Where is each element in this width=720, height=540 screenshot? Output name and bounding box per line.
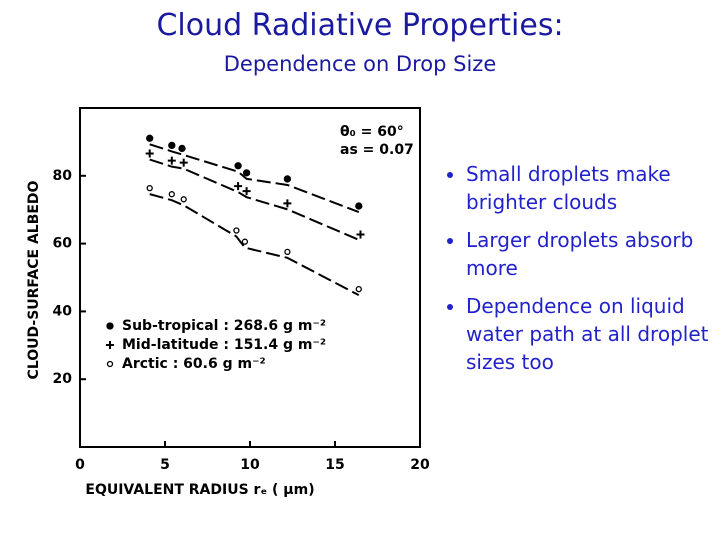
- data-point: [146, 184, 153, 192]
- x-tick-label: 20: [410, 457, 430, 473]
- data-point: [180, 196, 187, 203]
- y-tick-label: 80: [53, 168, 73, 184]
- legend-marker: [106, 341, 114, 349]
- legend-marker: [106, 360, 114, 368]
- data-point: [179, 158, 188, 167]
- data-point: [167, 156, 176, 165]
- data-point: [242, 187, 251, 196]
- chart: EQUIVALENT RADIUS rₑ ( μm) CLOUD-SURFACE…: [26, 107, 430, 498]
- annotation: θ₀ = 60°: [340, 124, 404, 140]
- data-point: [241, 238, 249, 245]
- slide-title: Cloud Radiative Properties:: [156, 8, 564, 43]
- annotation: as = 0.07: [340, 142, 414, 158]
- legend-label: Sub-tropical : 268.6 g m⁻²: [122, 318, 326, 334]
- data-point: [355, 202, 363, 210]
- data-point: [283, 175, 292, 183]
- legend-marker: [106, 322, 114, 330]
- legend-label: Arctic : 60.6 g m⁻²: [122, 356, 266, 372]
- x-tick-label: 0: [75, 457, 85, 473]
- data-point: [168, 141, 176, 150]
- series-line: [149, 143, 360, 214]
- y-axis-label: CLOUD-SURFACE ALBEDO: [26, 180, 42, 379]
- bullet: Larger droplets absorb more: [466, 226, 720, 282]
- data-point: [168, 191, 175, 198]
- x-axis-label: EQUIVALENT RADIUS rₑ ( μm): [85, 482, 314, 498]
- bullet: Dependence on liquid water path at all d…: [466, 292, 720, 376]
- data-point: [178, 144, 186, 153]
- y-tick-label: 40: [53, 303, 73, 319]
- series-line: [149, 158, 361, 242]
- bullet: Small droplets make brighter clouds: [466, 160, 720, 216]
- data-point: [356, 230, 365, 239]
- data-point: [146, 134, 154, 142]
- data-point: [234, 182, 243, 191]
- y-tick-label: 60: [53, 236, 73, 252]
- data-point: [233, 227, 240, 234]
- data-point: [145, 149, 154, 158]
- data-point: [242, 169, 251, 177]
- plot-frame: [79, 107, 421, 448]
- data-point: [284, 248, 291, 255]
- data-point: [234, 162, 242, 170]
- data-point: [283, 199, 292, 208]
- legend-label: Mid-latitude : 151.4 g m⁻²: [122, 337, 326, 353]
- y-tick-label: 20: [53, 371, 73, 387]
- data-point: [355, 285, 362, 293]
- series-line: [149, 193, 360, 297]
- bullet-list: Small droplets make brighter clouds Larg…: [440, 160, 720, 386]
- x-tick-label: 10: [240, 457, 260, 473]
- x-tick-label: 15: [325, 457, 344, 473]
- x-tick-label: 5: [160, 457, 170, 473]
- slide-subtitle: Dependence on Drop Size: [223, 52, 497, 76]
